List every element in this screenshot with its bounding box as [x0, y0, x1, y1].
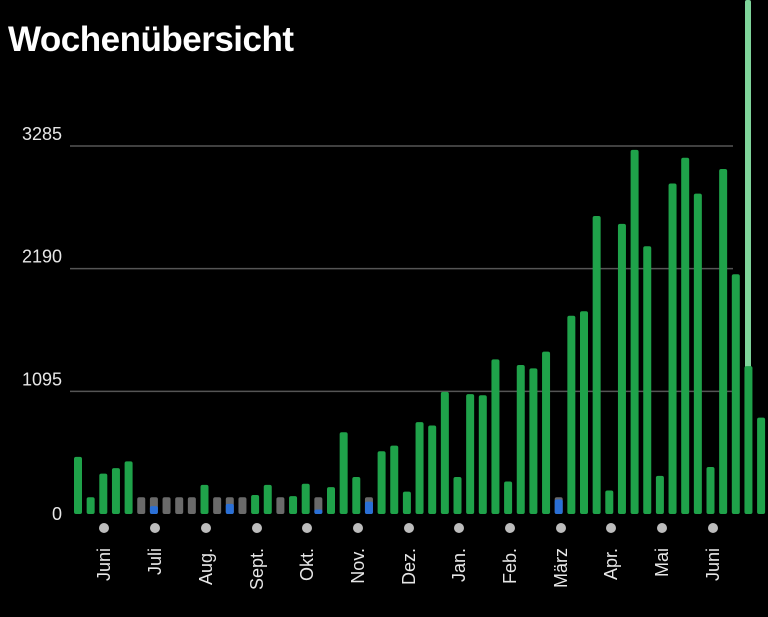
bar-grey[interactable]	[187, 497, 196, 514]
month-marker-dot	[454, 523, 464, 533]
bar-green[interactable]	[617, 223, 626, 514]
x-tick-label: Feb.	[500, 548, 520, 584]
bar-green[interactable]	[301, 483, 310, 514]
month-marker-dot	[657, 523, 667, 533]
bar-green[interactable]	[402, 491, 411, 514]
bar-green[interactable]	[453, 477, 462, 514]
bar-green[interactable]	[731, 274, 740, 514]
x-tick-label: Juni	[703, 548, 723, 581]
bar-green[interactable]	[289, 496, 298, 514]
bar-green[interactable]	[466, 394, 475, 514]
bar-green[interactable]	[580, 311, 588, 514]
x-tick-label: Dez.	[399, 548, 419, 585]
x-tick-label: Mai	[652, 548, 672, 577]
bar-blue[interactable]	[225, 503, 234, 514]
month-marker-dot	[404, 523, 414, 533]
bar-green[interactable]	[99, 473, 108, 514]
bar-green[interactable]	[74, 456, 82, 514]
bar-green[interactable]	[124, 461, 133, 514]
bar-blue[interactable]	[364, 501, 373, 514]
month-marker-dot	[556, 523, 566, 533]
bar-green[interactable]	[719, 168, 728, 514]
bar-blue[interactable]	[554, 499, 563, 514]
scrollbar[interactable]	[745, 0, 751, 514]
y-tick-label: 2190	[22, 247, 62, 267]
bar-green[interactable]	[377, 451, 386, 514]
bar-green[interactable]	[681, 157, 690, 514]
bar-grey[interactable]	[238, 497, 247, 514]
bar-grey[interactable]	[175, 497, 184, 514]
month-marker-dot	[708, 523, 718, 533]
bar-green[interactable]	[542, 351, 551, 514]
bar-green[interactable]	[668, 183, 677, 515]
x-tick-label: Sept.	[247, 548, 267, 590]
month-marker-dot	[505, 523, 515, 533]
bar-green[interactable]	[693, 193, 702, 514]
x-tick-label: Nov.	[348, 548, 368, 584]
bar-green[interactable]	[263, 484, 272, 514]
month-marker-dot	[302, 523, 312, 533]
bar-green[interactable]	[605, 490, 614, 514]
x-tick-label: Juli	[145, 548, 165, 575]
bar-green[interactable]	[516, 365, 525, 514]
month-marker-dot	[353, 523, 363, 533]
bar-green[interactable]	[757, 417, 766, 514]
bar-green[interactable]	[504, 481, 513, 514]
bar-green[interactable]	[428, 425, 437, 514]
x-tick-label: Apr.	[601, 548, 621, 580]
x-tick-label: März	[551, 548, 571, 588]
y-tick-label: 0	[52, 504, 62, 524]
x-tick-label: Juni	[94, 548, 114, 581]
bar-green[interactable]	[415, 422, 424, 514]
bar-green[interactable]	[352, 477, 361, 514]
month-marker-dot	[201, 523, 211, 533]
bar-green[interactable]	[655, 475, 664, 514]
bar-green[interactable]	[339, 432, 348, 514]
bar-green[interactable]	[567, 315, 576, 514]
bar-green[interactable]	[592, 216, 601, 514]
bar-grey[interactable]	[162, 497, 171, 514]
bar-green[interactable]	[744, 366, 753, 514]
y-tick-label: 1095	[22, 369, 62, 389]
bar-green[interactable]	[200, 484, 209, 514]
bar-green[interactable]	[643, 246, 652, 515]
x-tick-label: Jan.	[449, 548, 469, 582]
month-marker-dot	[606, 523, 616, 533]
bar-grey[interactable]	[137, 497, 146, 514]
bar-green[interactable]	[390, 445, 399, 514]
bar-green[interactable]	[111, 468, 120, 514]
bar-green[interactable]	[251, 494, 260, 514]
bar-green[interactable]	[327, 487, 335, 514]
bar-green[interactable]	[86, 497, 95, 514]
month-marker-dot	[150, 523, 160, 533]
x-tick-label: Aug.	[196, 548, 216, 585]
y-tick-label: 3285	[22, 124, 62, 144]
bar-green[interactable]	[630, 149, 639, 515]
chart-title: Wochenübersicht	[8, 20, 294, 59]
bar-green[interactable]	[491, 359, 500, 514]
month-marker-dot	[99, 523, 109, 533]
bar-grey[interactable]	[276, 497, 285, 514]
month-marker-dot	[252, 523, 262, 533]
bar-green[interactable]	[706, 466, 715, 514]
bar-green[interactable]	[440, 391, 449, 514]
bar-green[interactable]	[529, 368, 538, 514]
bar-grey[interactable]	[213, 497, 222, 514]
bar-blue[interactable]	[149, 506, 158, 514]
bar-blue[interactable]	[314, 509, 323, 514]
x-tick-label: Okt.	[297, 548, 317, 581]
bar-green[interactable]	[478, 395, 487, 514]
